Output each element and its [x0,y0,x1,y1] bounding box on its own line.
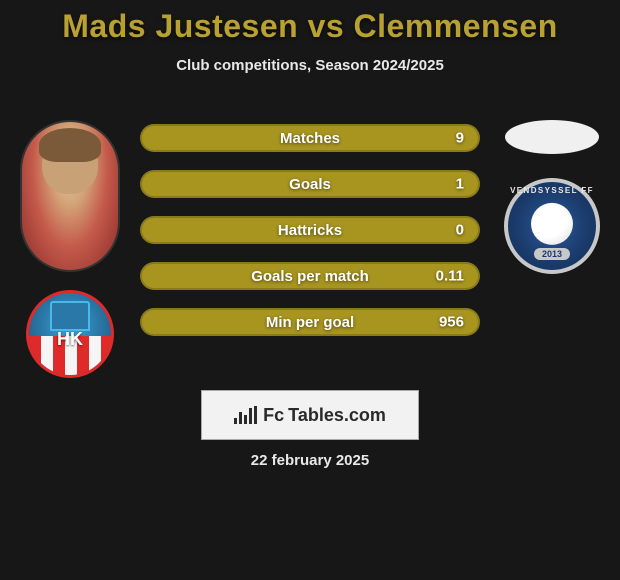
stat-value-right: 1 [456,176,464,193]
player-photo-right-placeholder [505,120,599,154]
footer-brand-badge: FcTables.com [201,390,419,440]
page-title: Mads Justesen vs Clemmensen [0,0,620,45]
brand-bars-icon [234,406,257,424]
stat-bars: Matches 9 Goals 1 Hattricks 0 Goals per … [140,124,480,336]
left-player-column: HK [10,120,130,378]
stat-value-right: 0 [456,222,464,239]
stat-value-right: 9 [456,130,464,147]
stat-label: Min per goal [266,314,354,331]
stat-value-right: 0.11 [436,268,464,285]
stat-bar-goals: Goals 1 [140,170,480,198]
stat-label: Goals per match [251,268,369,285]
subtitle: Club competitions, Season 2024/2025 [0,57,620,74]
stat-label: Hattricks [278,222,342,239]
stat-label: Matches [280,130,340,147]
stat-bar-gpm: Goals per match 0.11 [140,262,480,290]
stat-bar-hattricks: Hattricks 0 [140,216,480,244]
stat-label: Goals [289,176,331,193]
club-left-initials: HK [29,329,111,350]
stat-bar-matches: Matches 9 [140,124,480,152]
player-photo-left [20,120,120,272]
club-badge-left: HK [26,290,114,378]
stat-bar-mpg: Min per goal 956 [140,308,480,336]
club-badge-right: VENDSYSSEL FF [504,178,600,274]
brand-prefix: Fc [263,405,284,426]
footer-date: 22 february 2025 [0,452,620,469]
stat-value-right: 956 [439,314,464,331]
club-right-ring-text: VENDSYSSEL FF [508,186,596,195]
brand-suffix: Tables.com [288,405,386,426]
right-player-column: VENDSYSSEL FF [492,120,612,274]
